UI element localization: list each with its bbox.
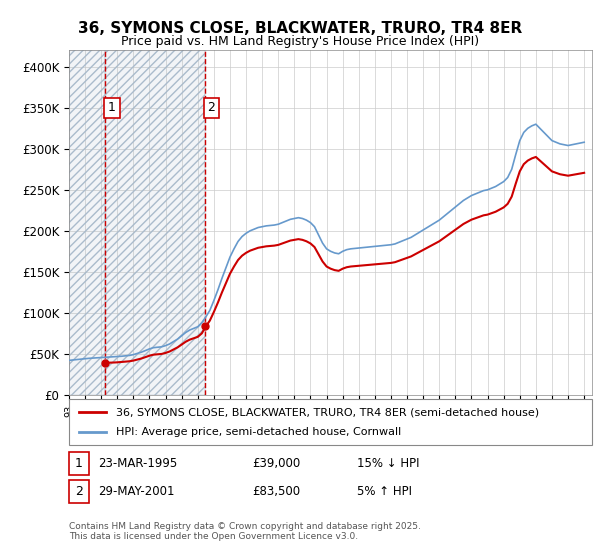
Text: 23-MAR-1995: 23-MAR-1995 <box>98 457 177 470</box>
FancyBboxPatch shape <box>69 480 89 503</box>
Text: 29-MAY-2001: 29-MAY-2001 <box>98 485 174 498</box>
Text: 2: 2 <box>75 485 83 498</box>
Text: £83,500: £83,500 <box>252 485 300 498</box>
Text: 1: 1 <box>75 457 83 470</box>
Text: 2: 2 <box>208 101 215 114</box>
Text: Price paid vs. HM Land Registry's House Price Index (HPI): Price paid vs. HM Land Registry's House … <box>121 35 479 48</box>
FancyBboxPatch shape <box>69 399 592 445</box>
Bar <box>69 50 105 395</box>
Text: 15% ↓ HPI: 15% ↓ HPI <box>357 457 419 470</box>
Bar <box>105 50 205 395</box>
Text: Contains HM Land Registry data © Crown copyright and database right 2025.
This d: Contains HM Land Registry data © Crown c… <box>69 522 421 542</box>
Text: HPI: Average price, semi-detached house, Cornwall: HPI: Average price, semi-detached house,… <box>116 427 401 437</box>
Text: 1: 1 <box>108 101 116 114</box>
Text: 5% ↑ HPI: 5% ↑ HPI <box>357 485 412 498</box>
Text: 36, SYMONS CLOSE, BLACKWATER, TRURO, TR4 8ER: 36, SYMONS CLOSE, BLACKWATER, TRURO, TR4… <box>78 21 522 36</box>
FancyBboxPatch shape <box>69 452 89 475</box>
Bar <box>105 50 205 395</box>
Text: 36, SYMONS CLOSE, BLACKWATER, TRURO, TR4 8ER (semi-detached house): 36, SYMONS CLOSE, BLACKWATER, TRURO, TR4… <box>116 407 539 417</box>
Text: £39,000: £39,000 <box>252 457 301 470</box>
Bar <box>69 50 105 395</box>
